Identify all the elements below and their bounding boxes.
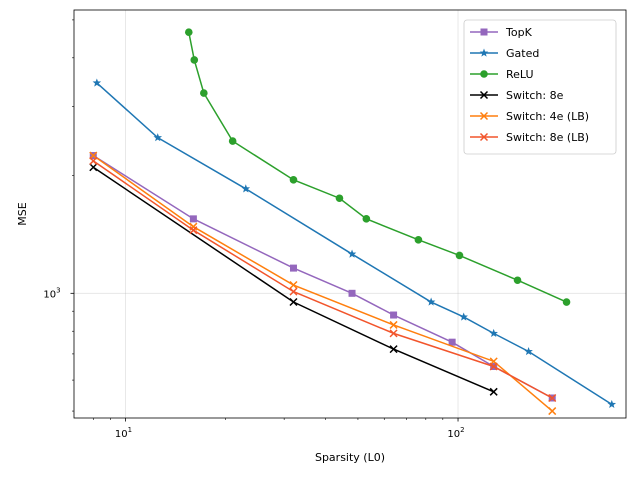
series-line-switch-8e (92, 166, 494, 393)
legend-label-switch-4e-lb: Switch: 4e (LB) (506, 110, 589, 123)
y-tick-label: 103 (43, 286, 60, 300)
data-point-relu (414, 236, 423, 244)
data-point-switch-8e (289, 297, 298, 307)
series-gated (92, 78, 617, 409)
data-point-switch-8e-lb (489, 362, 498, 371)
series-switch-8e (89, 163, 498, 396)
legend-marker-relu (480, 70, 488, 78)
data-point-relu (455, 251, 464, 260)
data-point-gated (426, 297, 436, 306)
x-axis-label: Sparsity (L0) (315, 451, 385, 464)
data-point-relu (184, 28, 193, 37)
legend-label-gated: Gated (506, 47, 539, 60)
series-line-switch-4e-lb (92, 154, 553, 412)
series-relu (184, 28, 571, 306)
data-point-relu (562, 298, 571, 306)
data-point-switch-8e (389, 345, 398, 354)
data-point-switch-8e-lb (89, 156, 98, 165)
series-switch-8e-lb (89, 156, 557, 403)
data-point-relu (335, 194, 344, 203)
series-switch-4e-lb (89, 151, 557, 416)
legend-label-topk: TopK (505, 26, 533, 39)
y-axis-label: MSE (16, 202, 29, 225)
legend-label-switch-8e-lb: Switch: 8e (LB) (506, 131, 589, 144)
data-point-relu (289, 176, 298, 184)
legend-marker-gated (479, 48, 489, 57)
data-point-gated (347, 249, 357, 258)
data-point-topk (289, 264, 297, 272)
legend-marker-switch-8e-lb (479, 132, 489, 142)
data-point-gated (153, 133, 163, 142)
data-point-switch-8e (489, 387, 498, 396)
data-point-switch-4e-lb (548, 407, 557, 416)
data-point-gated (241, 184, 251, 193)
data-point-switch-8e (89, 163, 98, 172)
data-point-relu (228, 137, 237, 145)
data-point-switch-8e-lb (289, 287, 298, 296)
data-point-relu (362, 215, 371, 223)
x-tick-label: 101 (115, 426, 132, 440)
data-point-topk (189, 215, 197, 223)
plot-frame (73, 9, 627, 419)
data-point-topk (448, 338, 456, 346)
data-point-switch-8e-lb (389, 329, 398, 338)
legend: TopK Gated ReLU Switch: 8e Switch: 4e (LB) Sw… (463, 19, 617, 155)
data-point-switch-8e-lb (548, 393, 557, 403)
data-point-gated (489, 328, 498, 337)
series-layer (89, 28, 617, 416)
x-tick-label: 102 (447, 426, 464, 440)
legend-box (463, 19, 617, 155)
data-point-gated (607, 399, 617, 409)
ticks: 101 102 103 (43, 19, 465, 440)
data-point-topk (348, 289, 356, 297)
legend-marker-topk (480, 28, 488, 36)
legend-label-switch-8e: Switch: 8e (506, 89, 564, 102)
data-point-relu (190, 56, 199, 64)
data-point-switch-4e-lb (389, 320, 398, 329)
data-point-relu (200, 89, 208, 97)
legend-marker-switch-8e (479, 90, 489, 100)
series-line-switch-8e-lb (92, 160, 553, 399)
data-point-gated (524, 347, 533, 356)
data-point-topk (390, 311, 398, 319)
legend-label-relu: ReLU (506, 68, 534, 81)
series-line-topk (92, 154, 553, 399)
data-point-relu (513, 276, 522, 285)
legend-marker-switch-4e-lb (479, 111, 489, 121)
data-point-switch-8e-lb (189, 226, 198, 235)
data-point-gated (92, 78, 102, 87)
data-point-gated (459, 312, 468, 321)
data-point-switch-4e-lb (289, 280, 298, 290)
